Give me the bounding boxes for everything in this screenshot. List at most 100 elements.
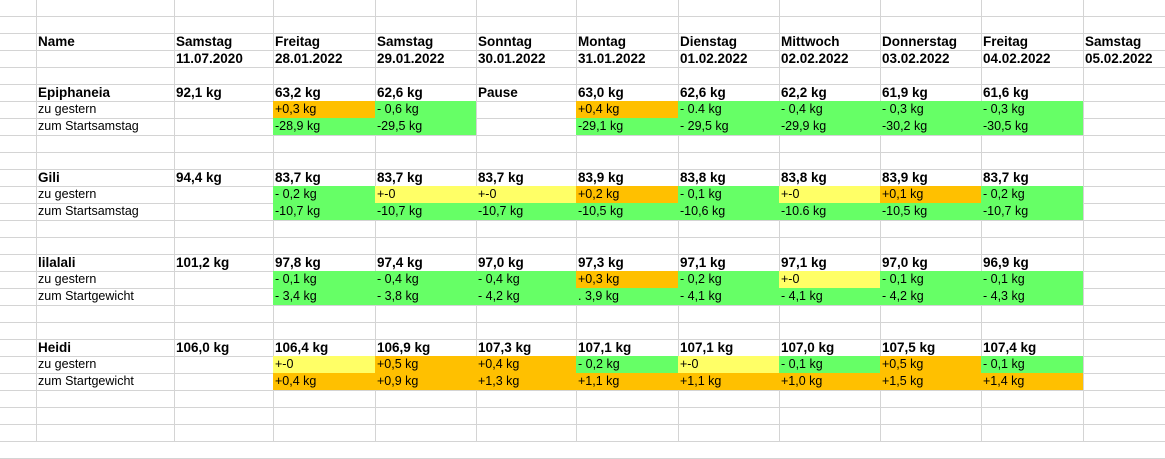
header-weekday[interactable]: Samstag — [176, 34, 233, 49]
row-label-daily[interactable]: zu gestern — [38, 357, 97, 371]
total-diff-cell[interactable] — [476, 118, 576, 135]
total-diff-cell[interactable]: +0,4 kg — [273, 373, 375, 390]
weight-cell[interactable]: 94,4 kg — [176, 170, 222, 185]
weight-cell[interactable]: 83,7 kg — [478, 170, 524, 185]
weight-cell[interactable]: 107,5 kg — [882, 340, 936, 355]
daily-diff-cell[interactable]: - 0,1 kg — [981, 271, 1083, 288]
weight-cell[interactable]: 97,1 kg — [781, 255, 827, 270]
daily-diff-cell[interactable]: +-0 — [678, 356, 779, 373]
daily-diff-cell[interactable]: - 0,2 kg — [678, 271, 779, 288]
weight-cell[interactable]: 97,4 kg — [377, 255, 423, 270]
header-date[interactable]: 04.02.2022 — [983, 51, 1051, 66]
weight-cell[interactable]: 83,7 kg — [377, 170, 423, 185]
daily-diff-cell[interactable]: - 0,6 kg — [375, 101, 476, 118]
daily-diff-cell[interactable]: - 0,1 kg — [678, 186, 779, 203]
row-label-daily[interactable]: zu gestern — [38, 102, 97, 116]
total-diff-cell[interactable]: -29,1 kg — [576, 118, 678, 135]
weight-cell[interactable]: 107,4 kg — [983, 340, 1037, 355]
total-diff-cell[interactable]: -30,2 kg — [880, 118, 981, 135]
weight-cell[interactable] — [1083, 339, 1165, 356]
row-label-total[interactable]: zum Startgewicht — [38, 374, 134, 388]
total-diff-cell[interactable] — [1083, 373, 1165, 390]
total-diff-cell[interactable]: -10,5 kg — [576, 203, 678, 220]
total-diff-cell[interactable]: +1,1 kg — [678, 373, 779, 390]
weight-cell[interactable] — [1083, 84, 1165, 101]
total-diff-cell[interactable]: - 3,4 kg — [273, 288, 375, 305]
weight-cell[interactable]: 101,2 kg — [176, 255, 230, 270]
total-diff-cell[interactable]: -10.6 kg — [779, 203, 880, 220]
weight-cell[interactable]: 106,4 kg — [275, 340, 329, 355]
weight-cell[interactable]: 63,0 kg — [578, 85, 624, 100]
daily-diff-cell[interactable]: - 0,1 kg — [880, 271, 981, 288]
row-label-total[interactable]: zum Startgewicht — [38, 289, 134, 303]
weight-cell[interactable]: 107,1 kg — [680, 340, 734, 355]
weight-cell[interactable]: 97,1 kg — [680, 255, 726, 270]
total-diff-cell[interactable]: -10,7 kg — [981, 203, 1083, 220]
daily-diff-cell[interactable] — [476, 101, 576, 118]
total-diff-cell[interactable]: -28,9 kg — [273, 118, 375, 135]
daily-diff-cell[interactable]: - 0.4 kg — [678, 101, 779, 118]
daily-diff-cell[interactable]: +0,4 kg — [576, 101, 678, 118]
total-diff-cell[interactable]: - 4,1 kg — [779, 288, 880, 305]
weight-cell[interactable]: Pause — [478, 85, 518, 100]
daily-diff-cell[interactable]: - 0,2 kg — [273, 186, 375, 203]
header-date[interactable]: 28.01.2022 — [275, 51, 343, 66]
daily-diff-cell[interactable] — [174, 271, 273, 288]
daily-diff-cell[interactable]: - 0,2 kg — [981, 186, 1083, 203]
header-weekday[interactable]: Sonntag — [478, 34, 532, 49]
header-weekday[interactable]: Samstag — [1085, 34, 1142, 49]
total-diff-cell[interactable]: +1,3 kg — [476, 373, 576, 390]
daily-diff-cell[interactable]: - 0,4 kg — [476, 271, 576, 288]
total-diff-cell[interactable]: -29,9 kg — [779, 118, 880, 135]
total-diff-cell[interactable]: +1,0 kg — [779, 373, 880, 390]
total-diff-cell[interactable] — [174, 203, 273, 220]
daily-diff-cell[interactable] — [1083, 271, 1165, 288]
header-date[interactable]: 05.02.2022 — [1085, 51, 1153, 66]
weight-cell[interactable]: 107,3 kg — [478, 340, 532, 355]
total-diff-cell[interactable]: -10,7 kg — [273, 203, 375, 220]
weight-cell[interactable] — [1083, 169, 1165, 186]
daily-diff-cell[interactable]: +0,2 kg — [576, 186, 678, 203]
total-diff-cell[interactable] — [1083, 203, 1165, 220]
person-name[interactable]: Gili — [38, 170, 60, 185]
total-diff-cell[interactable]: -10,5 kg — [880, 203, 981, 220]
weight-cell[interactable]: 92,1 kg — [176, 85, 222, 100]
total-diff-cell[interactable] — [1083, 118, 1165, 135]
person-name[interactable]: Epiphaneia — [38, 85, 111, 100]
daily-diff-cell[interactable]: - 0,1 kg — [273, 271, 375, 288]
weight-cell[interactable]: 96,9 kg — [983, 255, 1029, 270]
daily-diff-cell[interactable]: - 0,3 kg — [981, 101, 1083, 118]
weight-cell[interactable]: 62,2 kg — [781, 85, 827, 100]
header-weekday[interactable]: Dienstag — [680, 34, 738, 49]
total-diff-cell[interactable]: - 4,2 kg — [476, 288, 576, 305]
row-label-daily[interactable]: zu gestern — [38, 272, 97, 286]
total-diff-cell[interactable]: +1,4 kg — [981, 373, 1083, 390]
daily-diff-cell[interactable] — [174, 101, 273, 118]
total-diff-cell[interactable] — [174, 118, 273, 135]
weight-cell[interactable]: 97,0 kg — [478, 255, 524, 270]
header-date[interactable]: 30.01.2022 — [478, 51, 546, 66]
weight-cell[interactable]: 97,0 kg — [882, 255, 928, 270]
daily-diff-cell[interactable]: - 0,4 kg — [779, 101, 880, 118]
weight-cell[interactable]: 83,8 kg — [680, 170, 726, 185]
weight-cell[interactable]: 83,7 kg — [983, 170, 1029, 185]
total-diff-cell[interactable]: -30,5 kg — [981, 118, 1083, 135]
weight-cell[interactable]: 63,2 kg — [275, 85, 321, 100]
weight-cell[interactable]: 61,9 kg — [882, 85, 928, 100]
daily-diff-cell[interactable]: +-0 — [273, 356, 375, 373]
row-label-total[interactable]: zum Startsamstag — [38, 119, 139, 133]
header-date[interactable]: 02.02.2022 — [781, 51, 849, 66]
daily-diff-cell[interactable]: +0,5 kg — [880, 356, 981, 373]
weight-cell[interactable]: 106,9 kg — [377, 340, 431, 355]
weight-cell[interactable]: 97,3 kg — [578, 255, 624, 270]
daily-diff-cell[interactable]: - 0,1 kg — [779, 356, 880, 373]
total-diff-cell[interactable]: - 3,8 kg — [375, 288, 476, 305]
daily-diff-cell[interactable]: - 0,1 kg — [981, 356, 1083, 373]
total-diff-cell[interactable]: -10,7 kg — [375, 203, 476, 220]
header-date[interactable]: 11.07.2020 — [176, 51, 243, 66]
total-diff-cell[interactable]: -10,6 kg — [678, 203, 779, 220]
daily-diff-cell[interactable]: +-0 — [476, 186, 576, 203]
header-date[interactable]: 29.01.2022 — [377, 51, 445, 66]
weight-cell[interactable]: 83,8 kg — [781, 170, 827, 185]
